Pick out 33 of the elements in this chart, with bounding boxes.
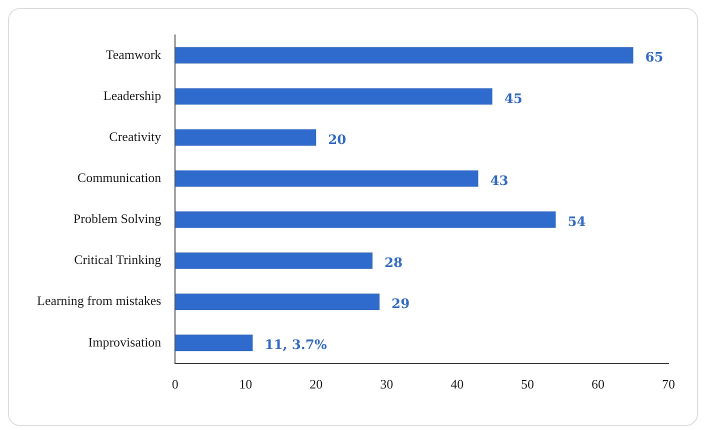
data-label: 43	[490, 174, 508, 189]
x-tick-label: 40	[450, 376, 464, 392]
bar	[175, 294, 380, 310]
x-tick-label: 30	[380, 376, 394, 392]
y-tick-label: Problem Solving	[73, 211, 162, 226]
data-label: 29	[392, 297, 410, 312]
card-frame: 0 10 20 30 40 50 60 70 Teamwork Leadership Creativity Communication Problem Solving Critical Trinking Learning from mistakes Improvisation 65 45 20 43 54 28 29 11, 3.7%	[8, 8, 698, 426]
y-tick-label: Critical Trinking	[74, 252, 162, 268]
data-label: 45	[504, 92, 522, 107]
bar	[175, 334, 253, 352]
data-label: 11, 3.7%	[264, 338, 328, 354]
data-label: 20	[328, 132, 346, 148]
x-tick-label: 0	[172, 376, 178, 392]
y-tick-label: Learning from mistakes	[37, 293, 162, 308]
y-tick-label: Teamwork	[106, 46, 162, 62]
bar	[175, 211, 556, 228]
bar	[175, 47, 634, 64]
x-tick-label: 10	[239, 376, 252, 392]
x-tick-label: 20	[310, 376, 323, 392]
x-tick-label: 70	[662, 376, 675, 392]
x-tick-label: 50	[521, 376, 534, 392]
y-tick-label: Leadership	[103, 88, 162, 103]
bar	[175, 129, 316, 146]
y-tick-label: Improvisation	[88, 334, 162, 350]
bar	[175, 170, 478, 187]
bar	[175, 88, 492, 105]
bar	[175, 252, 373, 269]
x-tick-label: 60	[592, 376, 605, 392]
y-tick-label: Communication	[77, 170, 162, 185]
y-tick-label: Creativity	[109, 128, 162, 144]
data-label: 65	[645, 50, 664, 66]
data-label: 54	[568, 215, 586, 230]
data-label: 28	[384, 256, 403, 272]
